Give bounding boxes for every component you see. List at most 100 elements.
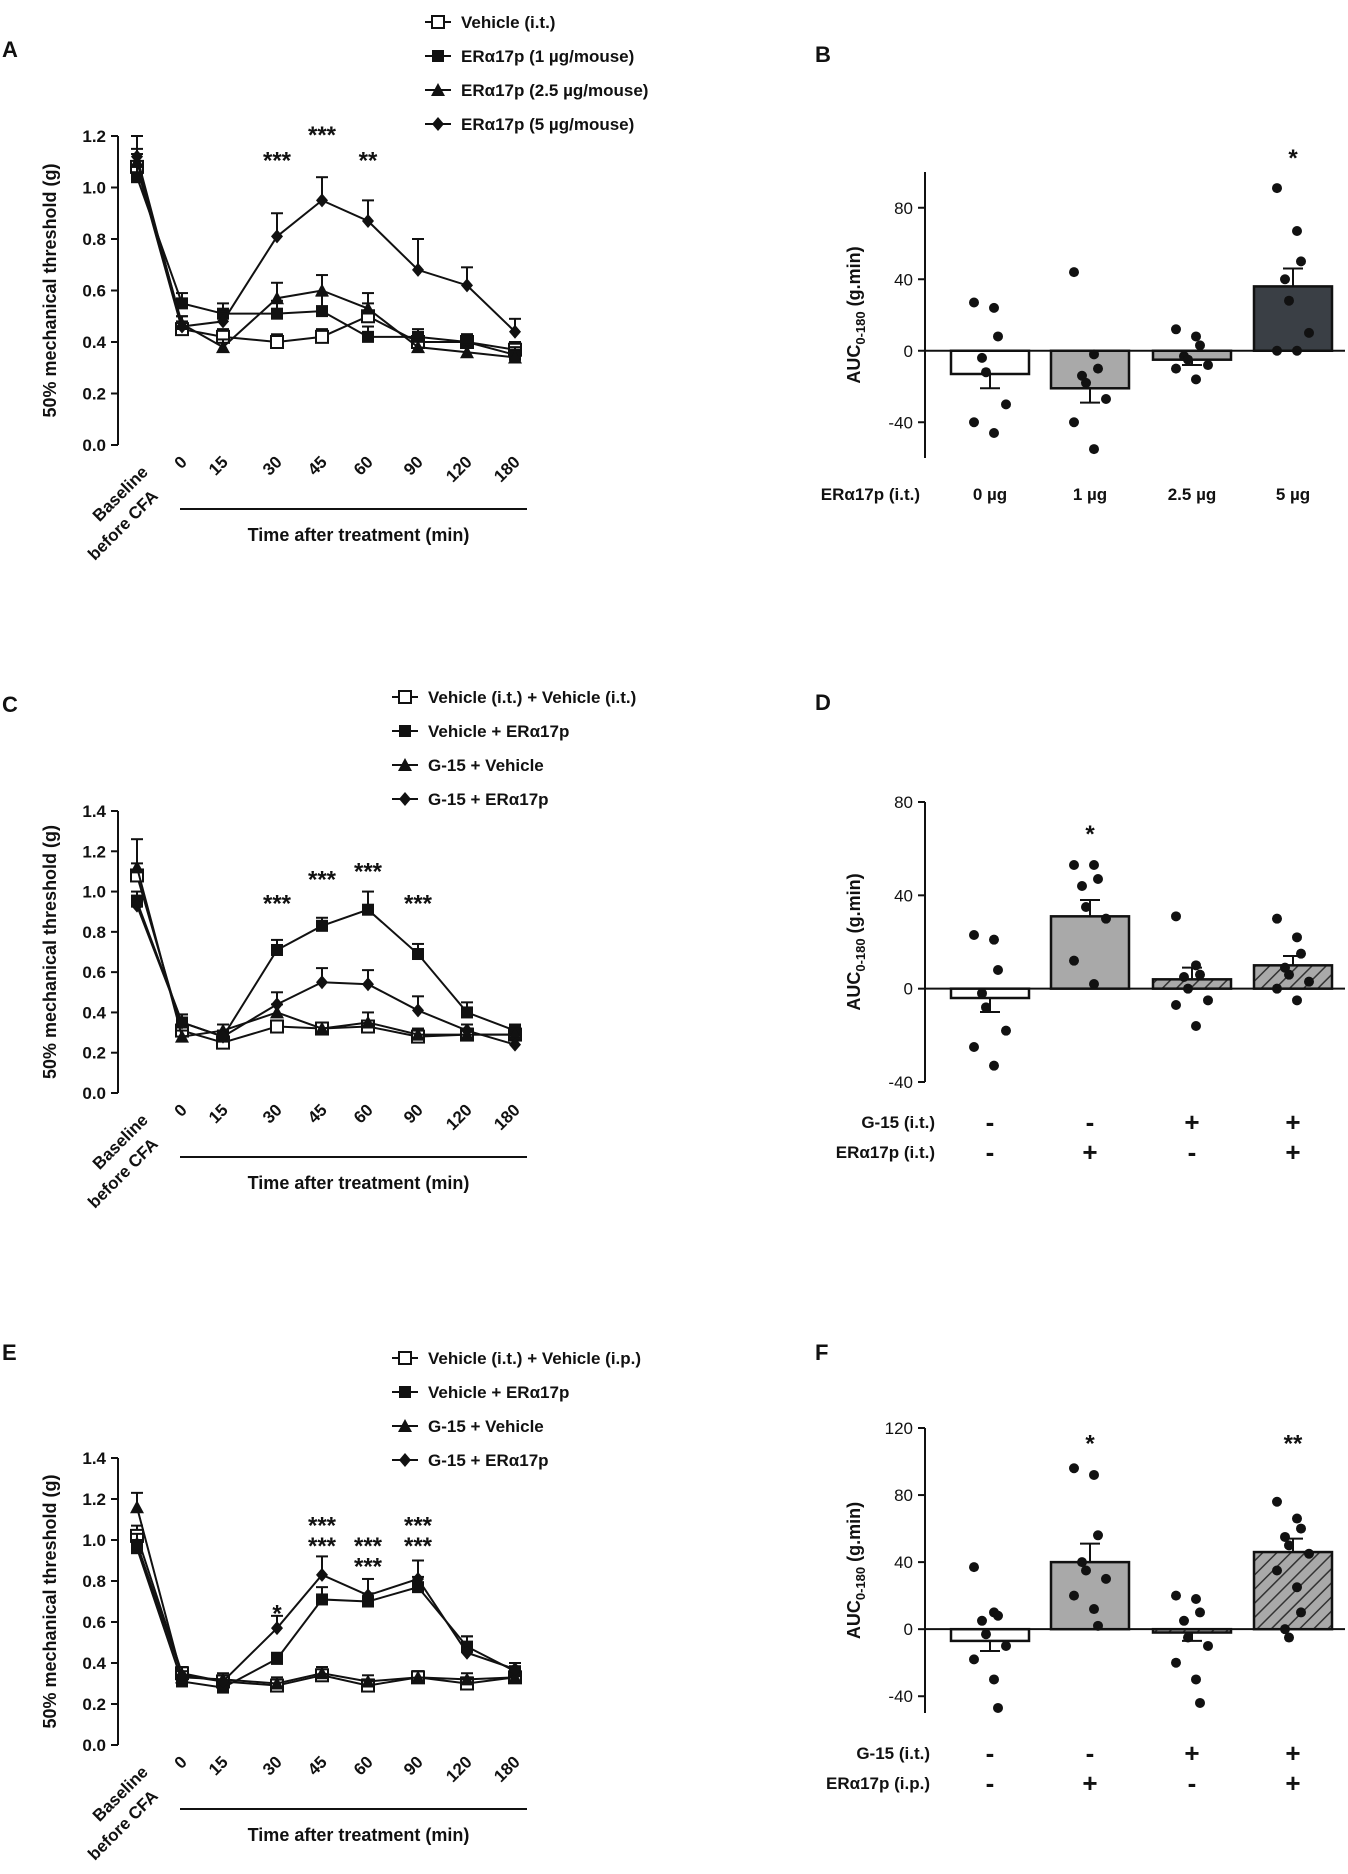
legend-marker (398, 1351, 412, 1365)
row-symbol: + (1082, 1137, 1097, 1167)
data-point (1195, 1607, 1205, 1618)
legend-marker (431, 15, 445, 29)
x-tick-label: 2.5 µg (1168, 485, 1217, 504)
y-tick-label: 40 (894, 886, 913, 905)
data-point (993, 1610, 1003, 1621)
data-point (989, 427, 999, 438)
legend-marker (398, 1419, 412, 1432)
significance-label: *** (308, 1533, 337, 1560)
data-point (412, 948, 424, 961)
data-point (1183, 354, 1193, 365)
data-point (1179, 1615, 1189, 1626)
data-point (508, 1027, 522, 1041)
panel-letter: D (815, 690, 831, 715)
panel-letter: E (2, 1340, 17, 1365)
x-tick-label: 120 (442, 452, 475, 485)
data-point (1089, 444, 1099, 455)
y-tick-label: 0.2 (82, 385, 106, 404)
y-tick-label: 80 (894, 199, 913, 218)
data-point (176, 1668, 188, 1683)
legend-marker (398, 690, 412, 704)
significance-label: *** (308, 1513, 337, 1540)
data-point (1284, 295, 1294, 306)
legend-label: G-15 + ERα17p (428, 790, 549, 809)
legend-marker (398, 758, 412, 771)
data-point (1272, 913, 1282, 924)
data-point (1069, 267, 1079, 278)
y-tick-label: 1.4 (82, 802, 106, 821)
data-point (1069, 860, 1079, 870)
x-tick-label: 30 (259, 1100, 286, 1127)
data-point (1284, 1632, 1294, 1643)
data-point (1081, 902, 1091, 912)
x-tick-label: 120 (442, 1752, 475, 1785)
panel-e: E 0.0 0.2 0.4 0.6 0.8 1.0 1.2 1.4 50% mechanical … (2, 1340, 641, 1864)
y-tick-label: 0.0 (82, 1084, 106, 1103)
data-point (981, 1629, 991, 1640)
x-axis-title: Time after treatment (min) (248, 1825, 470, 1845)
row-symbol: + (1082, 1768, 1097, 1798)
data-point (131, 898, 143, 913)
data-point (362, 1588, 374, 1603)
y-axis-title: 50% mechanical threshold (g) (40, 1474, 60, 1728)
x-tick-label: 60 (350, 1752, 377, 1779)
data-point (362, 903, 374, 916)
data-point (362, 977, 374, 992)
data-point (316, 1593, 328, 1606)
legend-label: Vehicle (i.t.) + Vehicle (i.t.) (428, 688, 636, 707)
legend-marker (432, 117, 444, 131)
data-point (1089, 349, 1099, 360)
data-point (411, 1027, 425, 1041)
significance-label: *** (354, 1554, 383, 1581)
data-point (1195, 969, 1205, 980)
data-point (315, 1666, 329, 1680)
data-point (130, 1500, 144, 1514)
data-point (1077, 1557, 1087, 1568)
panel-c: C 0.0 0.2 0.4 0.6 0.8 1.0 1.2 1.4 50% mechanical … (2, 688, 636, 1212)
row-symbol: - (986, 1768, 995, 1798)
row-symbol: + (1184, 1738, 1199, 1768)
bar (949, 987, 1031, 1000)
data-point (176, 319, 188, 334)
row-label: ERα17p (i.p.) (826, 1774, 930, 1793)
x-tick-label: 1 µg (1073, 485, 1107, 504)
y-tick-label: 0 (904, 1620, 913, 1639)
significance-label: *** (263, 891, 292, 918)
data-point (361, 1015, 375, 1029)
data-point (1296, 1523, 1306, 1534)
series-line (136, 875, 515, 1044)
x-tick-label: 60 (350, 1100, 377, 1127)
legend-marker (432, 50, 444, 62)
data-point (977, 1615, 987, 1626)
data-point (1304, 976, 1314, 987)
data-point (1081, 1565, 1091, 1576)
data-point (1296, 948, 1306, 959)
data-point (270, 335, 284, 349)
significance-label: *** (354, 858, 383, 885)
data-point (271, 229, 283, 244)
data-point (271, 943, 283, 956)
y-tick-label: -40 (888, 413, 913, 432)
x-tick-label: 15 (205, 1100, 232, 1127)
y-axis-title-suffix: (g.min) (844, 1502, 864, 1567)
data-point (460, 345, 474, 359)
data-point (130, 860, 144, 874)
data-point (989, 302, 999, 313)
series-line (136, 161, 516, 359)
data-point (1191, 374, 1201, 385)
data-point (993, 965, 1003, 975)
bar-group (949, 297, 1031, 438)
row-label: G-15 (i.t.) (861, 1113, 935, 1132)
data-point (412, 1571, 424, 1586)
row-symbol: + (1285, 1738, 1300, 1768)
data-point (1292, 1513, 1302, 1524)
data-point (460, 1672, 474, 1686)
data-point (176, 297, 188, 310)
data-point (1304, 1548, 1314, 1559)
data-point (1069, 1590, 1079, 1601)
data-point (271, 1652, 283, 1665)
series-diamond (131, 135, 521, 339)
legend: Vehicle (i.t.) + Vehicle (i.p.) Vehicle +… (392, 1349, 641, 1470)
data-point (508, 350, 522, 364)
data-point (1195, 1697, 1205, 1708)
